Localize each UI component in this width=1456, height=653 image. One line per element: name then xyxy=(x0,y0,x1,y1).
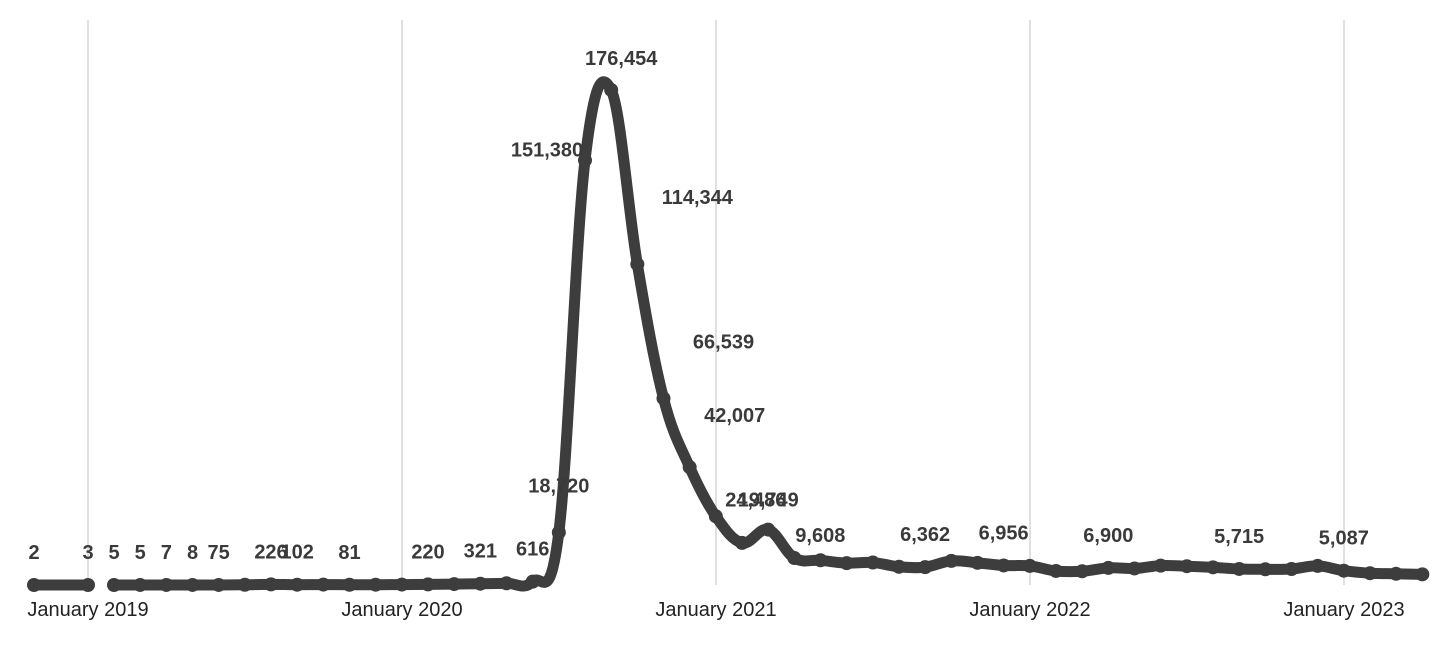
data-label: 42,007 xyxy=(704,405,765,427)
data-point xyxy=(185,577,200,592)
data-label: 102 xyxy=(280,542,313,564)
data-label: 6,900 xyxy=(1083,525,1133,547)
data-point xyxy=(682,460,697,475)
data-point xyxy=(892,559,907,574)
data-point xyxy=(1363,566,1378,581)
data-point xyxy=(1153,558,1168,573)
data-label: 151,380 xyxy=(511,139,583,161)
data-point xyxy=(578,153,593,168)
data-label: 19,749 xyxy=(738,490,799,512)
data-point xyxy=(499,576,514,591)
data-point xyxy=(447,577,462,592)
data-point xyxy=(918,560,933,575)
data-point xyxy=(159,577,174,592)
data-point xyxy=(1336,563,1351,578)
data-label: 5 xyxy=(108,542,119,564)
data-point xyxy=(1127,561,1142,576)
data-label: 2 xyxy=(28,542,39,564)
data-point xyxy=(525,574,540,589)
chart-gridlines xyxy=(87,20,1345,585)
data-point xyxy=(761,522,776,537)
data-point xyxy=(970,555,985,570)
data-point xyxy=(264,577,279,592)
data-point xyxy=(1415,567,1430,582)
data-label: 75 xyxy=(208,542,230,564)
data-point xyxy=(604,82,619,97)
x-tick-label: January 2023 xyxy=(1283,599,1404,621)
data-point xyxy=(735,535,750,550)
data-point xyxy=(787,551,802,566)
data-point xyxy=(27,577,41,592)
data-point xyxy=(1310,558,1325,573)
data-point xyxy=(211,577,226,592)
data-point xyxy=(342,577,357,592)
data-point xyxy=(1075,564,1090,579)
data-point xyxy=(1389,566,1404,581)
data-label: 226 xyxy=(254,541,287,563)
data-point xyxy=(421,577,436,592)
data-label: 18,720 xyxy=(528,475,589,497)
data-label: 321 xyxy=(464,541,497,563)
data-point xyxy=(813,553,828,568)
data-label: 66,539 xyxy=(693,331,754,353)
data-label: 6,362 xyxy=(900,524,950,546)
data-label: 5,715 xyxy=(1214,526,1264,548)
chart-x-axis: January 2019 January 2020 January 2021 Janu… xyxy=(27,599,1404,621)
data-label: 24,486 xyxy=(725,489,786,511)
x-tick-label: January 2019 xyxy=(27,599,148,621)
data-label: 5 xyxy=(135,542,146,564)
data-point xyxy=(368,577,383,592)
data-label: 176,454 xyxy=(585,48,658,70)
data-point xyxy=(316,577,331,592)
data-label: 220 xyxy=(411,541,444,563)
data-point xyxy=(839,556,854,571)
data-point xyxy=(1022,558,1037,573)
data-point xyxy=(107,577,121,592)
data-point xyxy=(944,553,959,568)
data-point xyxy=(1049,563,1064,578)
data-point xyxy=(1179,559,1194,574)
data-point xyxy=(708,509,723,524)
data-label: 5,087 xyxy=(1319,528,1369,550)
chart-points xyxy=(27,82,1430,592)
data-point xyxy=(1232,561,1247,576)
data-point xyxy=(290,577,305,592)
x-tick-label: January 2021 xyxy=(655,599,776,621)
data-point xyxy=(133,577,148,592)
data-point xyxy=(1101,560,1116,575)
x-tick-label: January 2020 xyxy=(341,599,462,621)
x-tick-label: January 2022 xyxy=(969,599,1090,621)
data-label: 8 xyxy=(187,542,198,564)
data-point xyxy=(81,577,95,592)
data-point xyxy=(473,576,488,591)
data-point xyxy=(551,525,566,540)
data-point xyxy=(394,577,409,592)
data-point xyxy=(656,391,671,406)
data-point xyxy=(630,257,645,272)
data-label: 9,608 xyxy=(795,525,845,547)
data-point xyxy=(1284,562,1299,577)
data-label: 3 xyxy=(82,542,93,564)
data-label: 114,344 xyxy=(662,187,734,209)
data-label: 7 xyxy=(161,542,172,564)
data-label: 6,956 xyxy=(979,522,1029,544)
data-label: 81 xyxy=(338,542,360,564)
data-point xyxy=(996,558,1011,573)
data-point xyxy=(1206,560,1221,575)
data-point xyxy=(1258,562,1273,577)
data-point xyxy=(237,577,252,592)
data-point xyxy=(865,555,880,570)
data-label: 616 xyxy=(516,539,549,561)
